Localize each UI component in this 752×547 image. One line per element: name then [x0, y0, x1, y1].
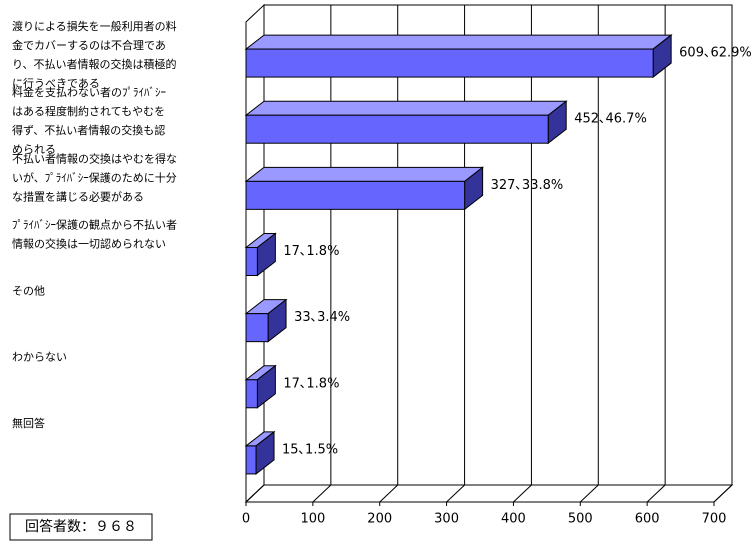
- x-tick-label: 0: [242, 512, 250, 527]
- x-tick-label: 100: [300, 512, 325, 527]
- category-label: 不払い者情報の交換はやむを得な: [12, 151, 177, 165]
- bar: [245, 445, 257, 475]
- category-label: 渡りによる損失を一般利用者の料: [12, 19, 177, 33]
- category-label: な措置を講じる必要がある: [12, 189, 144, 203]
- category-label: はある程度制約されてもやむを: [12, 104, 165, 118]
- category-label: り、不払い者情報の交換は積極的: [12, 57, 177, 71]
- category-label: められる: [12, 143, 56, 156]
- category-label: わからない: [12, 351, 67, 364]
- value-label: 17､1.8%: [283, 244, 339, 259]
- grid-line: [446, 5, 466, 503]
- category-label: 得ず、不払い者情報の交換も認: [12, 123, 165, 137]
- value-label: 452､46.7%: [574, 112, 647, 127]
- value-label: 17､1.8%: [283, 376, 339, 391]
- value-label: 609､62.9%: [679, 46, 752, 61]
- grid-line: [579, 5, 599, 503]
- category-label: 料金を支払わない者のﾌﾟﾗｲﾊﾞｼｰ: [12, 85, 166, 99]
- bar-top: [244, 34, 673, 50]
- category-label: ﾌﾟﾗｲﾊﾞｼｰ保護の観点から不払い者: [12, 217, 177, 231]
- category-label: に行うべきである: [12, 77, 100, 90]
- x-tick-label: 200: [367, 512, 392, 527]
- bar: [245, 313, 269, 343]
- x-tick-label: 400: [501, 512, 526, 527]
- category-label: 金でカバーするのは不合理であ: [12, 38, 166, 52]
- bar-top: [244, 166, 485, 182]
- bar: [245, 379, 258, 409]
- value-label: 327､33.8%: [491, 178, 564, 193]
- grid-line: [646, 5, 666, 503]
- bar: [245, 114, 549, 144]
- value-label: 15､1.5%: [282, 442, 338, 457]
- note-box: [9, 513, 153, 541]
- bar-top: [244, 100, 568, 116]
- category-label: いが、ﾌﾟﾗｲﾊﾞｼｰ保護のために十分: [12, 170, 177, 184]
- grid-line: [379, 5, 399, 503]
- category-label: その他: [12, 285, 45, 298]
- grid-line: [245, 5, 265, 503]
- floor: [244, 484, 734, 503]
- grid-line: [713, 5, 733, 503]
- x-tick-label: 300: [434, 512, 459, 527]
- x-tick-label: 500: [568, 512, 593, 527]
- note: 回答者数：９６８: [25, 518, 137, 535]
- bar: [245, 247, 258, 276]
- bar: [245, 48, 654, 78]
- x-tick-label: 700: [702, 512, 727, 527]
- grid-line: [513, 5, 532, 503]
- category-label: 無回答: [12, 416, 45, 430]
- bar: [245, 180, 466, 210]
- category-label: 情報の交換は一切認められない: [12, 236, 166, 250]
- value-label: 33､3.4%: [294, 310, 350, 325]
- x-tick-label: 600: [635, 512, 660, 527]
- grid-line: [312, 5, 332, 503]
